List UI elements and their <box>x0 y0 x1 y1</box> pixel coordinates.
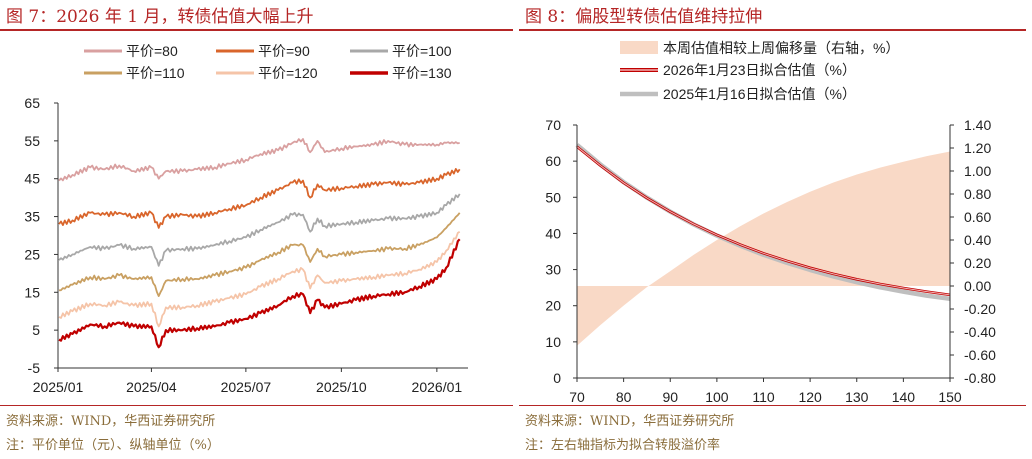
left-line-chart: -5 5 15 25 35 45 55 65 2025/01 2025/04 2025/07 2025… <box>24 43 468 395</box>
right-x-tick-label: 100 <box>705 389 729 405</box>
right-left-y-tick-label: 30 <box>545 262 561 278</box>
left-x-tick-label: 2025/07 <box>221 379 272 395</box>
left-legend-label-2: 平价=90 <box>258 43 310 59</box>
left-x-tick-label: 2025/04 <box>126 379 177 395</box>
right-combo-chart: 0 10 20 30 40 50 60 70 -0.80 -0.60 -0.40 -0.20 0.00 0… <box>545 40 996 405</box>
right-legend-label-2025: 2025年1月16日拟合估值（%） <box>663 86 856 102</box>
left-y-tick-label: 45 <box>24 171 40 187</box>
right-right-y-tick-label: -0.60 <box>964 347 996 363</box>
right-right-y-tick-label: 0.00 <box>964 278 991 294</box>
left-source-note: 资料来源：WIND，华西证券研究所 <box>6 414 216 429</box>
right-left-y-tick-label: 40 <box>545 225 561 241</box>
right-right-y-tick-label: 0.80 <box>964 186 991 202</box>
right-right-y-tick-label: 1.40 <box>964 117 991 133</box>
left-title-rule <box>0 29 513 31</box>
right-x-tick-label: 120 <box>798 389 822 405</box>
left-chart-title: 图 7：2026 年 1 月，转债估值大幅上升 <box>6 7 314 27</box>
left-legend-label-6: 平价=130 <box>392 65 452 81</box>
right-left-y-tick-label: 70 <box>545 117 561 133</box>
right-legend-label-2026: 2026年1月23日拟合估值（%） <box>663 62 856 78</box>
left-series-line-p110 <box>58 212 461 297</box>
right-left-y-tick-label: 50 <box>545 189 561 205</box>
left-y-tick-label: 65 <box>24 95 40 111</box>
left-x-tick-label: 2026/01 <box>412 379 463 395</box>
right-chart-title: 图 8：偏股型转债估值维持拉伸 <box>525 7 763 27</box>
right-x-tick-label: 130 <box>845 389 869 405</box>
left-legend-label-3: 平价=100 <box>392 43 452 59</box>
right-left-y-tick-label: 0 <box>553 370 561 386</box>
left-series-line-p100 <box>58 193 461 267</box>
right-right-y-tick-label: -0.20 <box>964 301 996 317</box>
right-legend-label-area: 本周估值相较上周偏移量（右轴，%） <box>663 40 899 56</box>
right-title-rule <box>519 29 1026 31</box>
right-axis-note: 注：左右轴指标为拟合转股溢价率 <box>525 438 721 453</box>
right-right-y-tick-label: 0.40 <box>964 232 991 248</box>
left-bottom-rule <box>0 405 513 406</box>
right-x-tick-label: 110 <box>752 389 775 405</box>
right-line-2026-fit-core <box>576 146 951 296</box>
right-bottom-rule <box>519 405 1026 406</box>
left-legend-label-1: 平价=80 <box>126 43 178 59</box>
right-chart-panel: 图 8：偏股型转债估值维持拉伸 0 10 20 30 40 50 60 70 -0.80 -0.6… <box>519 0 1032 459</box>
left-y-tick-label: 5 <box>32 322 40 338</box>
left-x-tick-label: 2025/01 <box>33 379 84 395</box>
right-right-y-tick-label: -0.80 <box>964 370 996 386</box>
right-right-y-tick-label: 0.60 <box>964 209 991 225</box>
left-y-tick-label: -5 <box>28 360 41 376</box>
left-unit-note: 注：平价单位（元）、纵轴单位（%） <box>6 438 220 453</box>
left-series-line-p90 <box>58 168 461 229</box>
right-x-tick-label: 80 <box>616 389 632 405</box>
right-source-note: 资料来源：WIND，华西证券研究所 <box>525 414 735 429</box>
left-series-line-p120 <box>58 230 461 328</box>
left-y-tick-label: 55 <box>24 133 40 149</box>
right-left-y-tick-label: 10 <box>545 334 561 350</box>
right-legend-swatch-area <box>620 41 658 54</box>
right-x-tick-label: 140 <box>892 389 916 405</box>
right-x-tick-label: 150 <box>938 389 962 405</box>
right-right-y-tick-label: 1.20 <box>964 140 991 156</box>
left-series-line-p80 <box>58 138 460 182</box>
left-series-line-p130 <box>58 238 461 349</box>
right-area-offset-series <box>577 151 950 346</box>
right-right-y-tick-label: -0.40 <box>964 324 996 340</box>
right-right-y-tick-label: 0.20 <box>964 255 991 271</box>
right-right-y-tick-label: 1.00 <box>964 163 991 179</box>
left-y-tick-label: 35 <box>24 209 40 225</box>
left-legend-label-5: 平价=120 <box>258 65 318 81</box>
left-y-tick-label: 25 <box>24 246 40 262</box>
left-chart-panel: 图 7：2026 年 1 月，转债估值大幅上升 -5 5 15 25 35 45 55 65 2… <box>0 0 513 459</box>
right-x-tick-label: 90 <box>662 389 678 405</box>
right-x-tick-label: 70 <box>569 389 585 405</box>
right-left-y-tick-label: 60 <box>545 153 561 169</box>
left-legend-label-4: 平价=110 <box>126 65 185 81</box>
left-y-tick-label: 15 <box>24 284 40 300</box>
left-x-tick-label: 2025/10 <box>316 379 367 395</box>
right-left-y-tick-label: 20 <box>545 298 561 314</box>
